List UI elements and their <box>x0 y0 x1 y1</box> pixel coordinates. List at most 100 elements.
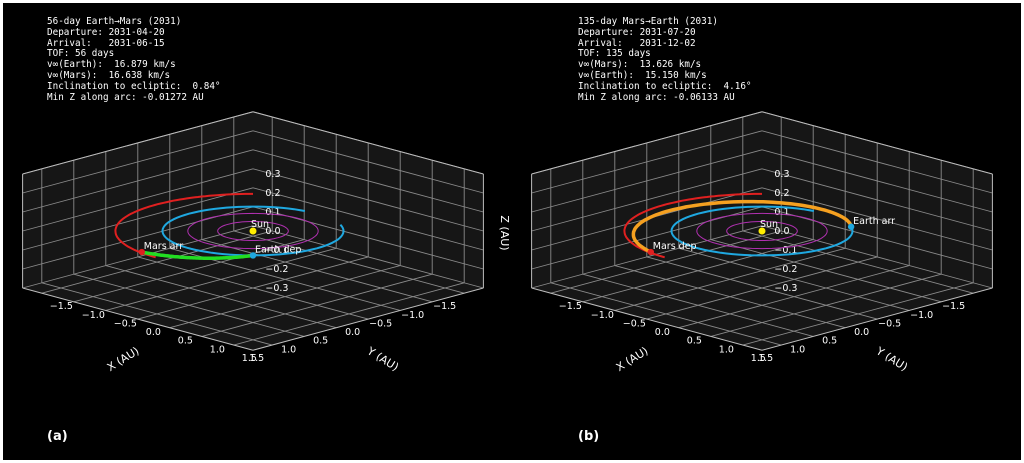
wall-gridline <box>531 149 763 213</box>
sun-point <box>249 227 257 235</box>
info-text-b: 135-day Mars→Earth (2031) Departure: 2031… <box>578 16 752 103</box>
floor-gridline <box>646 256 878 320</box>
y-tick-label: 0.5 <box>313 336 328 347</box>
box-edge <box>252 287 484 351</box>
wall-gridline <box>252 187 484 251</box>
tick-labels: −1.5 −1.5 −1.0 −1.0 −0.5 −0.5 0.0 0.0 0.5 0.5 1.0 1… <box>50 169 456 364</box>
y-tick-label: −1.0 <box>401 310 424 321</box>
wall-gridline <box>252 149 484 213</box>
markers: Earth dep Mars arr Sun <box>138 219 301 259</box>
box-edge <box>22 111 254 175</box>
wall-gridline <box>761 225 993 289</box>
wall-gridline <box>761 149 993 213</box>
mars-orbit-line <box>114 192 253 259</box>
y-tick-label: 0.0 <box>854 327 869 338</box>
floor-gridline <box>233 282 465 346</box>
info-line: Inclination to ecliptic: 4.16° <box>578 80 752 92</box>
wall-gridline <box>531 225 763 289</box>
box-edge <box>531 287 763 351</box>
info-line: v∞(Earth): 16.879 km/s <box>47 59 176 71</box>
floor-gridline <box>582 273 814 337</box>
box-edge <box>761 287 993 351</box>
info-line: v∞(Earth): 15.150 km/s <box>578 69 707 81</box>
y-tick-label: 0.5 <box>822 336 837 347</box>
z-tick-label: 0.1 <box>774 207 789 218</box>
mars-orbit-line <box>623 192 762 259</box>
wall-gridline <box>22 168 254 232</box>
y-tick-label: −0.5 <box>369 318 392 329</box>
data-group <box>623 192 854 259</box>
plot-3d-b: −1.5 −1.5 −1.0 −1.0 −0.5 −0.5 0.0 0.0 0.5 0.5 1.0 1… <box>531 111 993 374</box>
plot-3d-a: −1.5 −1.5 −1.0 −1.0 −0.5 −0.5 0.0 0.0 0.5 0.5 1.0 1… <box>22 111 511 374</box>
y-tick-label: 1.5 <box>249 353 264 364</box>
ring-outer <box>696 212 828 250</box>
panel-b: −1.5 −1.5 −1.0 −1.0 −0.5 −0.5 0.0 0.0 0.5 0.5 1.0 1… <box>512 3 1021 460</box>
data-group <box>114 192 345 260</box>
y-axis-label: Y (AU) <box>364 344 401 374</box>
marker-label: Mars arr <box>144 241 183 252</box>
markers: Mars dep Earth arr Sun <box>647 216 895 256</box>
z-tick-label: −0.3 <box>774 283 797 294</box>
wall-gridline <box>22 130 254 194</box>
z-tick-label: 0.3 <box>774 169 789 180</box>
x-tick-label: −1.5 <box>559 301 582 312</box>
x-tick-label: 1.5 <box>242 353 257 364</box>
x-axis-label: X (AU) <box>105 344 142 374</box>
sun-label: Sun <box>251 219 269 230</box>
wall-gridline <box>22 149 254 213</box>
x-tick-label: 0.5 <box>687 336 702 347</box>
panel-a: −1.5 −1.5 −1.0 −1.0 −0.5 −0.5 0.0 0.0 0.5 0.5 1.0 1… <box>3 3 512 460</box>
x-tick-label: −1.5 <box>50 301 73 312</box>
floor-gridline <box>105 265 337 329</box>
marker-label: Earth dep <box>255 244 301 255</box>
x-tick-label: −1.0 <box>591 310 614 321</box>
info-line: v∞(Mars): 16.638 km/s <box>47 69 171 81</box>
floor-gridline <box>614 265 846 329</box>
earth-orbit-line <box>670 205 854 257</box>
x-tick-label: 0.0 <box>655 327 670 338</box>
y-tick-label: 1.0 <box>790 344 805 355</box>
y-tick-label: −1.5 <box>433 301 456 312</box>
wall-gridline <box>531 168 763 232</box>
marker-point <box>249 252 257 259</box>
info-text-a: 56-day Earth→Mars (2031) Departure: 2031-… <box>47 16 221 103</box>
x-tick-label: −0.5 <box>623 318 646 329</box>
info-line: Min Z along arc: -0.06133 AU <box>578 91 735 103</box>
info-line: Departure: 2031-07-20 <box>578 26 696 38</box>
ring-inner <box>726 221 798 241</box>
z-tick-label: 0.2 <box>265 188 280 199</box>
box-edge <box>531 111 763 175</box>
floor-gridline <box>137 256 369 320</box>
panel-label-a: (a) <box>47 429 68 444</box>
info-line: Arrival: 2031-06-15 <box>47 37 165 49</box>
info-line: v∞(Mars): 13.626 km/s <box>578 59 702 71</box>
z-tick-label: 0.1 <box>265 207 280 218</box>
z-tick-label: 0.3 <box>265 169 280 180</box>
z-tick-label: 0.0 <box>265 226 280 237</box>
box-edge <box>761 111 993 175</box>
y-tick-label: 0.0 <box>345 327 360 338</box>
marker-point <box>847 223 855 230</box>
floor-gridline <box>742 282 974 346</box>
info-line: 56-day Earth→Mars (2031) <box>47 16 182 27</box>
transfer-arc-line <box>631 199 853 254</box>
wall-gridline <box>252 168 484 232</box>
floor-gridline <box>41 282 273 346</box>
z-tick-label: −0.2 <box>774 264 797 275</box>
axes-group <box>22 111 484 351</box>
info-line: Departure: 2031-04-20 <box>47 26 165 38</box>
wall-gridline <box>761 187 993 251</box>
floor-gridline <box>201 273 433 337</box>
wall-gridline <box>22 187 254 251</box>
y-tick-label: −0.5 <box>878 318 901 329</box>
x-axis-label: X (AU) <box>614 344 651 374</box>
x-tick-label: −1.0 <box>82 310 105 321</box>
floor-gridline <box>169 265 401 329</box>
y-tick-label: 1.5 <box>758 353 773 364</box>
z-tick-label: −0.1 <box>265 245 288 256</box>
z-tick-label: −0.3 <box>265 283 288 294</box>
info-line: Min Z along arc: -0.01272 AU <box>47 91 204 103</box>
floor-gridline <box>710 273 942 337</box>
info-line: TOF: 135 days <box>578 48 651 60</box>
floor-gridline <box>550 282 782 346</box>
